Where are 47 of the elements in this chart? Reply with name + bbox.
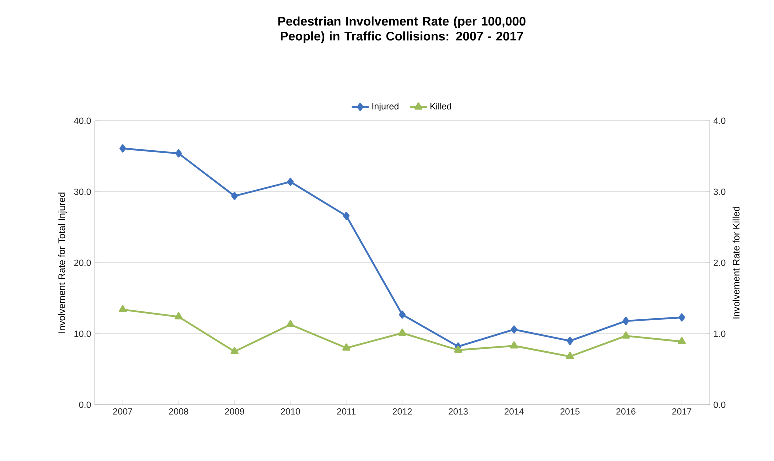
x-tick-label: 2012 [392, 408, 412, 415]
legend-label: Injured [372, 103, 399, 112]
point [230, 347, 239, 354]
x-tick-label: 2015 [560, 408, 580, 415]
point [398, 328, 407, 336]
legend-label: Killed [430, 103, 452, 110]
point [231, 192, 238, 200]
x-tick-label: 2011 [337, 408, 356, 415]
y-tick-label: 40.0 [74, 118, 92, 124]
point [120, 144, 126, 153]
point [342, 344, 351, 351]
point [399, 310, 406, 319]
x-tick-label: 2014 [504, 408, 524, 415]
point [678, 314, 686, 322]
x-tick-label: 2013 [448, 408, 468, 415]
y2-axis-title: Involvement Rate for Killed [732, 207, 740, 319]
y-tick-label: 30.0 [74, 188, 92, 196]
y2-tick-label: 3.0 [714, 188, 726, 196]
y2-tick-label: 1.0 [714, 330, 726, 338]
x-tick-label: 2016 [616, 408, 636, 415]
point [174, 312, 183, 320]
y-tick-label: 0.0 [79, 402, 92, 408]
point [566, 337, 574, 346]
x-tick-label: 2017 [672, 408, 692, 415]
y2-tick-label: 4.0 [714, 118, 726, 124]
point [678, 337, 686, 344]
point [118, 305, 127, 313]
x-tick-label: 2009 [225, 408, 244, 415]
point [286, 320, 295, 328]
point [510, 342, 518, 349]
point [622, 317, 630, 326]
point [622, 332, 630, 339]
point [454, 346, 462, 354]
y-tick-label: 20.0 [74, 260, 92, 266]
point [343, 212, 350, 220]
chart-title: Pedestrian Involvement Rate (per 100,000 People) in Traffic Collisions: 2007 - 2017 [278, 16, 526, 44]
y-tick-label: 10.0 [74, 330, 92, 338]
point [566, 352, 574, 360]
x-tick-label: 2010 [281, 408, 300, 415]
point [511, 326, 518, 334]
point [176, 150, 182, 158]
y2-tick-label: 2.0 [714, 260, 726, 266]
x-tick-label: 2008 [169, 408, 188, 415]
y2-tick-label: 0.0 [714, 402, 726, 408]
x-tick-label: 2007 [113, 408, 132, 415]
point [287, 178, 294, 186]
y-axis-title: Involvement Rate for Total Injured [58, 192, 68, 333]
